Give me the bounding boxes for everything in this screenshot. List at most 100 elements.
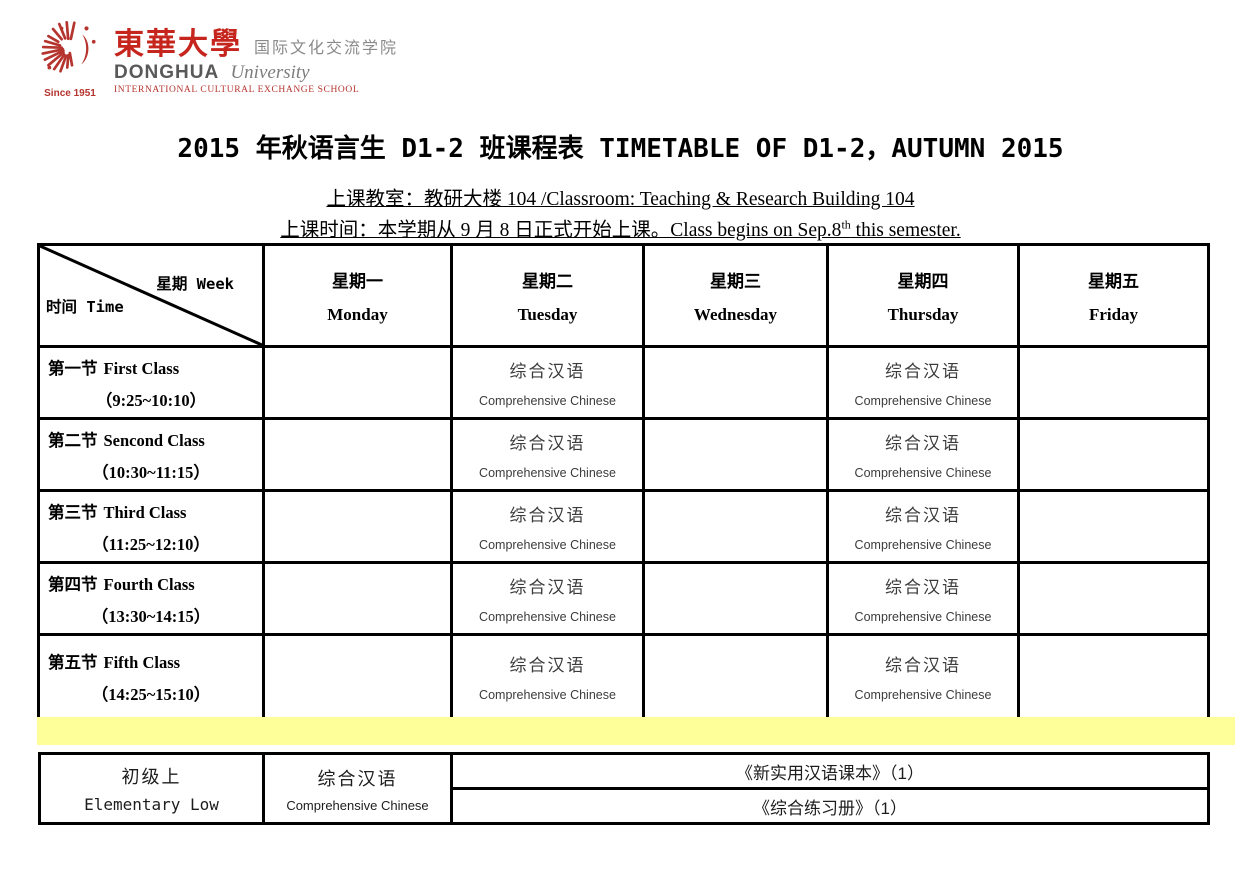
course-cn: 综合汉语: [885, 434, 961, 453]
period-label-fifth-class: 第五节 Fifth Class （14:25~15:10）: [37, 633, 265, 720]
cell-thursday-1: 综合汉语 Comprehensive Chinese: [826, 345, 1020, 420]
logo-emblem-column: Since 1951: [36, 16, 104, 99]
period-cn: 第四节: [48, 574, 98, 594]
logo-en-university: University: [230, 62, 310, 83]
course-en: Comprehensive Chinese: [854, 538, 992, 552]
period-time: （13:30~14:15）: [91, 606, 211, 626]
period-time: （9:25~10:10）: [95, 390, 207, 410]
donghua-emblem-icon: [41, 20, 96, 73]
course-cn: 综合汉语: [885, 506, 961, 525]
period-cn: 第二节: [48, 430, 98, 450]
cell-tuesday-1: 综合汉语 Comprehensive Chinese: [450, 345, 645, 420]
cell-friday-2: [1017, 417, 1210, 492]
period-en: First Class: [103, 358, 180, 378]
course-cn: 综合汉语: [509, 362, 586, 381]
cell-friday-4: [1017, 561, 1210, 636]
textbook-title: 《新实用汉语课本》（1）: [736, 763, 924, 783]
legend-table: 初级上 Elementary Low 综合汉语 Comprehensive Ch…: [38, 752, 1210, 825]
day-en-label: Monday: [327, 304, 388, 324]
legend-level-en: Elementary Low: [84, 795, 219, 814]
course-cn: 综合汉语: [509, 578, 586, 597]
course-en: Comprehensive Chinese: [854, 466, 992, 480]
diagonal-divider: [40, 246, 262, 345]
day-header-wednesday: 星期三 Wednesday: [642, 243, 829, 348]
period-time: （14:25~15:10）: [91, 684, 211, 704]
period-time: （10:30~11:15）: [92, 462, 210, 482]
logo-text-block: 東華大學 国际文化交流学院 DONGHUA University INTERNA…: [114, 16, 398, 99]
cell-monday-2: [262, 417, 453, 492]
course-en: Comprehensive Chinese: [854, 394, 992, 408]
period-en: Third Class: [103, 502, 187, 522]
cell-friday-5: [1017, 633, 1210, 720]
course-cn: 综合汉语: [509, 656, 586, 675]
course-cn: 综合汉语: [509, 506, 586, 525]
logo-en-name: DONGHUA: [114, 62, 220, 83]
cell-wednesday-5: [642, 633, 829, 720]
course-en: Comprehensive Chinese: [479, 538, 616, 552]
day-en-label: Friday: [1088, 304, 1139, 324]
logo-cn-school: 国际文化交流学院: [254, 40, 399, 57]
cell-friday-3: [1017, 489, 1210, 564]
period-label-second-class: 第二节 Sencond Class （10:30~11:15）: [37, 417, 265, 492]
school-logo: Since 1951 東華大學 国际文化交流学院 DONGHUA Univers…: [36, 16, 398, 99]
day-cn-label: 星期四: [897, 271, 949, 292]
day-cn-label: 星期二: [522, 271, 573, 292]
course-en: Comprehensive Chinese: [479, 394, 616, 408]
course-cn: 综合汉语: [509, 434, 586, 453]
legend-level-cell: 初级上 Elementary Low: [38, 752, 265, 825]
cell-thursday-3: 综合汉语 Comprehensive Chinese: [826, 489, 1020, 564]
legend-course-cell: 综合汉语 Comprehensive Chinese: [262, 752, 453, 825]
cell-wednesday-3: [642, 489, 829, 564]
course-en: Comprehensive Chinese: [479, 466, 616, 480]
class-time-prefix: 上课时间：本学期从 9 月 8 日正式开始上课。Class begins on …: [280, 220, 842, 241]
period-cn: 第五节: [48, 652, 98, 672]
yellow-highlight-bar: [37, 717, 1235, 745]
cell-monday-1: [262, 345, 453, 420]
cell-thursday-5: 综合汉语 Comprehensive Chinese: [826, 633, 1020, 720]
day-en-label: Thursday: [887, 304, 959, 324]
cell-monday-4: [262, 561, 453, 636]
cell-wednesday-1: [642, 345, 829, 420]
corner-week-label: 星期 Week: [156, 275, 234, 293]
cell-tuesday-2: 综合汉语 Comprehensive Chinese: [450, 417, 645, 492]
cell-wednesday-4: [642, 561, 829, 636]
course-cn: 综合汉语: [885, 656, 961, 675]
period-en: Fifth Class: [103, 652, 181, 672]
class-time-suffix: this semester.: [850, 220, 961, 241]
classroom-info-line: 上课教室：教研大楼 104 /Classroom: Teaching & Res…: [0, 182, 1241, 211]
period-label-first-class: 第一节 First Class （9:25~10:10）: [37, 345, 265, 420]
legend-course-cn: 综合汉语: [317, 768, 398, 789]
cell-monday-5: [262, 633, 453, 720]
legend-level-cn: 初级上: [121, 767, 182, 787]
day-en-label: Tuesday: [517, 304, 578, 324]
legend-course-en: Comprehensive Chinese: [286, 797, 429, 813]
cell-tuesday-5: 综合汉语 Comprehensive Chinese: [450, 633, 645, 720]
course-en: Comprehensive Chinese: [479, 610, 616, 624]
course-en: Comprehensive Chinese: [854, 688, 992, 702]
course-en: Comprehensive Chinese: [479, 688, 616, 702]
course-cn: 综合汉语: [885, 362, 961, 381]
cell-monday-3: [262, 489, 453, 564]
cell-friday-1: [1017, 345, 1210, 420]
class-time-info-line: 上课时间：本学期从 9 月 8 日正式开始上课。Class begins on …: [0, 213, 1241, 242]
day-header-thursday: 星期四 Thursday: [826, 243, 1020, 348]
logo-en-school: INTERNATIONAL CULTURAL EXCHANGE SCHOOL: [114, 85, 360, 95]
period-en: Sencond Class: [103, 430, 205, 450]
period-time: （11:25~12:10）: [92, 534, 210, 554]
cell-thursday-4: 综合汉语 Comprehensive Chinese: [826, 561, 1020, 636]
course-en: Comprehensive Chinese: [854, 610, 992, 624]
corner-header-cell: 星期 Week 时间 Time: [37, 243, 265, 348]
day-cn-label: 星期一: [332, 271, 383, 292]
logo-cn-name: 東華大學: [114, 28, 242, 61]
day-cn-label: 星期三: [710, 271, 761, 292]
classroom-info-text: 上课教室：教研大楼 104 /Classroom: Teaching & Res…: [326, 189, 915, 210]
workbook-title: 《综合练习册》（1）: [753, 798, 907, 818]
legend-textbook-cell: 《新实用汉语课本》（1）: [450, 752, 1210, 790]
period-label-third-class: 第三节 Third Class （11:25~12:10）: [37, 489, 265, 564]
cell-tuesday-3: 综合汉语 Comprehensive Chinese: [450, 489, 645, 564]
period-cn: 第三节: [48, 502, 98, 522]
day-cn-label: 星期五: [1088, 271, 1139, 292]
cell-tuesday-4: 综合汉语 Comprehensive Chinese: [450, 561, 645, 636]
class-time-superscript: th: [841, 217, 851, 232]
day-en-label: Wednesday: [693, 304, 778, 324]
